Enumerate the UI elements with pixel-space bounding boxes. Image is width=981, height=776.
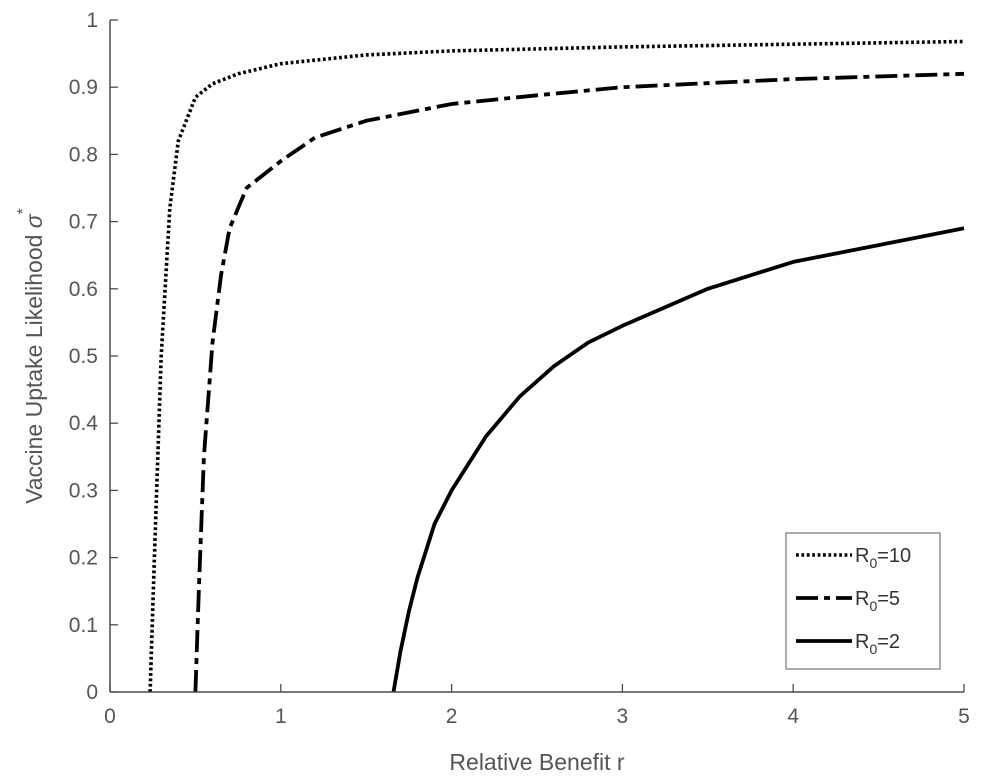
legend-label-prefix: R bbox=[855, 588, 869, 610]
legend-label-suffix: =10 bbox=[877, 545, 911, 567]
x-tick-label: 0 bbox=[104, 705, 116, 728]
x-tick-label: 4 bbox=[787, 705, 799, 728]
y-tick-label: 0.1 bbox=[69, 614, 98, 637]
legend-label-prefix: R bbox=[855, 545, 869, 567]
y-axis-label-symbol: σ bbox=[21, 213, 47, 228]
series-line-0 bbox=[148, 39, 965, 693]
series-line-2 bbox=[391, 226, 965, 693]
legend-label-0: R0=10 bbox=[855, 545, 911, 571]
y-tick-label: 0 bbox=[86, 681, 98, 704]
y-tick-label: 0.5 bbox=[69, 345, 98, 368]
legend-label-subscript: 0 bbox=[869, 598, 877, 614]
x-ticks-group: 0 1 2 3 4 5 bbox=[104, 684, 970, 728]
x-tick-label: 3 bbox=[617, 705, 629, 728]
x-tick-label: 2 bbox=[446, 705, 458, 728]
y-axis-label-text: Vaccine Uptake Likelihood bbox=[21, 228, 47, 504]
y-axis-label: Vaccine Uptake Likelihood σ* bbox=[15, 208, 47, 504]
legend-label-prefix: R bbox=[855, 631, 869, 653]
legend-label-suffix: =5 bbox=[877, 588, 900, 610]
y-tick-label: 1 bbox=[86, 9, 98, 32]
legend-label-1: R0=5 bbox=[855, 588, 900, 614]
x-tick-label: 5 bbox=[958, 705, 970, 728]
y-tick-label: 0.4 bbox=[69, 412, 99, 435]
legend-label-2: R0=2 bbox=[855, 631, 900, 657]
y-tick-label: 0.3 bbox=[69, 479, 98, 502]
y-tick-label: 0.9 bbox=[69, 76, 98, 99]
y-axis-label-superscript: * bbox=[15, 208, 32, 214]
legend-label-subscript: 0 bbox=[869, 555, 877, 571]
y-tick-label: 0.2 bbox=[69, 547, 98, 570]
curves-group bbox=[148, 39, 965, 693]
x-tick-label: 1 bbox=[275, 705, 287, 728]
x-axis-label: Relative Benefit r bbox=[449, 749, 624, 775]
y-tick-label: 0.6 bbox=[69, 278, 98, 301]
series-line-1 bbox=[193, 71, 965, 693]
legend-box bbox=[785, 532, 941, 670]
y-tick-label: 0.7 bbox=[69, 211, 98, 234]
y-tick-label: 0.8 bbox=[69, 143, 98, 166]
y-ticks-group: 0 0.1 0.2 0.3 0.4 0.5 0.6 0.7 0.8 0.9 1 bbox=[69, 9, 118, 704]
legend-label-subscript: 0 bbox=[869, 641, 877, 657]
legend-label-suffix: =2 bbox=[877, 631, 900, 653]
